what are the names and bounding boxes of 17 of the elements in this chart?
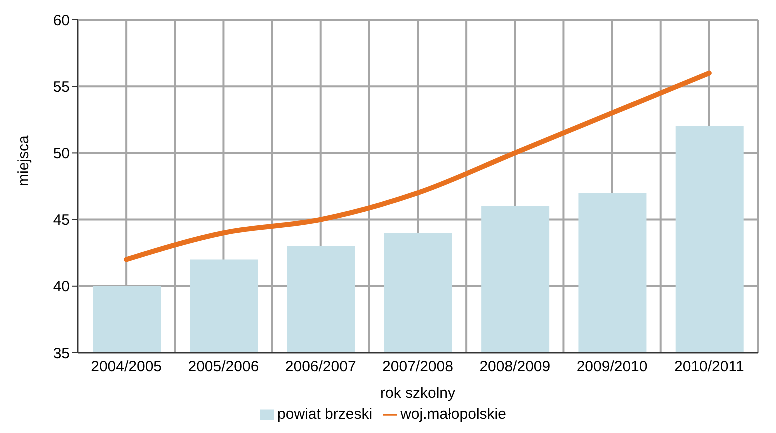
- legend-label: powiat brzeski: [278, 406, 373, 423]
- x-tick-label: 2004/2005: [91, 358, 162, 376]
- y-tick-label: 55: [53, 78, 70, 96]
- x-tick-label: 2008/2009: [480, 358, 551, 376]
- x-tick-label: 2009/2010: [576, 358, 648, 376]
- y-tick-label: 45: [53, 212, 70, 230]
- x-tick-label: 2006/2007: [285, 358, 356, 376]
- y-tick-label: 50: [53, 146, 70, 163]
- y-tick-label: 35: [53, 345, 70, 362]
- y-tick-label: 60: [53, 12, 70, 30]
- legend-label: woj.małopolskie: [400, 406, 506, 423]
- x-tick-label: 2010/2011: [674, 358, 744, 376]
- x-tick-label: 2005/2006: [188, 358, 260, 376]
- x-axis-title: rok szkolny: [380, 385, 456, 402]
- x-tick-label: 2007/2008: [382, 358, 454, 376]
- y-tick-label: 40: [53, 278, 70, 296]
- y-axis-title: miejsca: [15, 135, 32, 186]
